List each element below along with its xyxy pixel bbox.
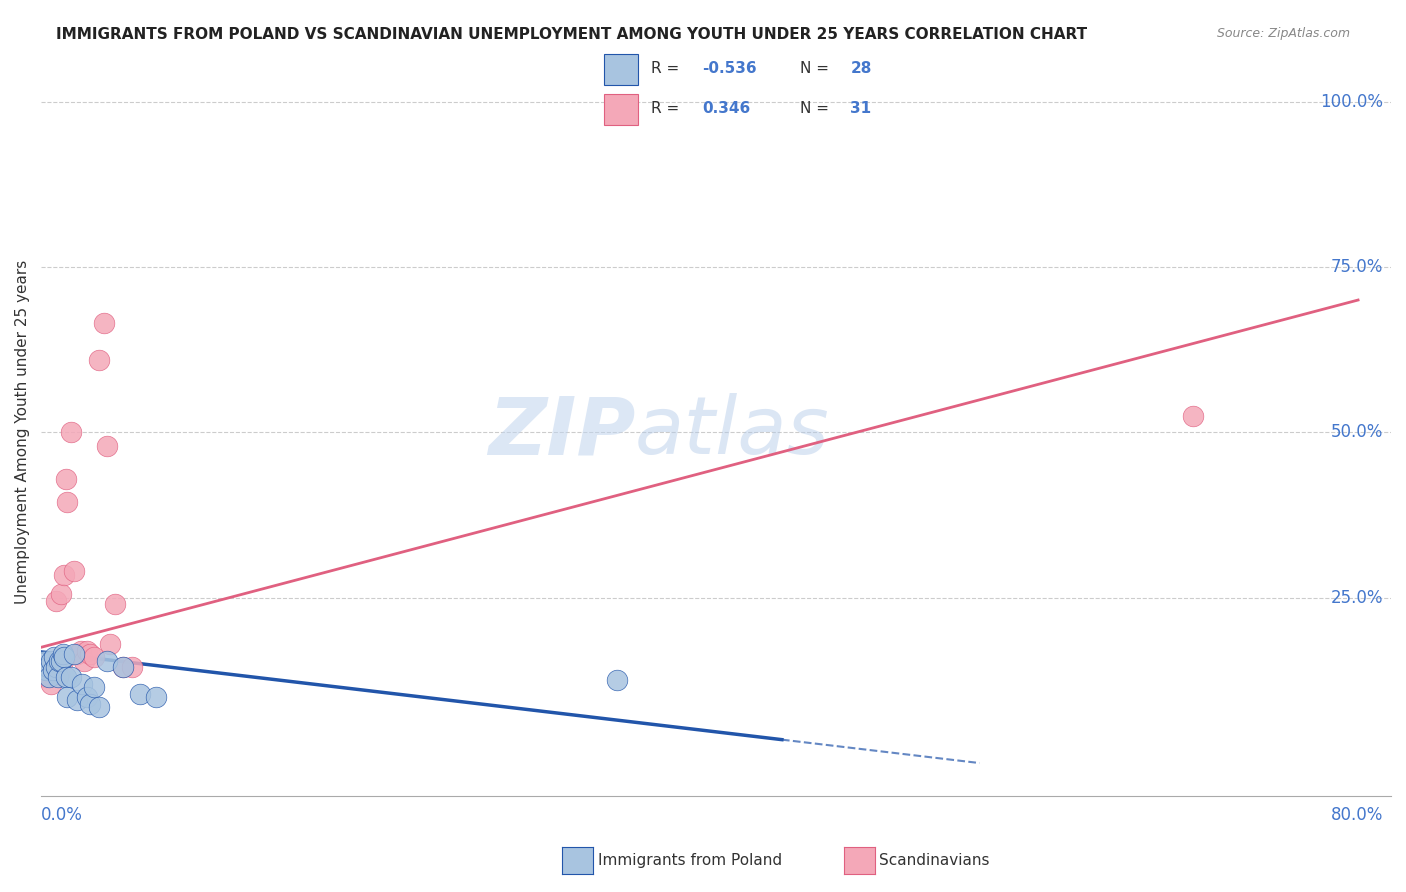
Point [48, 653, 70, 667]
Point [41, 664, 63, 678]
Text: IMMIGRANTS FROM POLAND VS SCANDINAVIAN UNEMPLOYMENT AMONG YOUTH UNDER 25 YEARS C: IMMIGRANTS FROM POLAND VS SCANDINAVIAN U… [56, 27, 1087, 42]
FancyBboxPatch shape [605, 94, 638, 125]
Text: 0.0%: 0.0% [41, 806, 83, 824]
Point [34, 653, 56, 667]
Text: R =: R = [651, 102, 689, 116]
Text: Source: ZipAtlas.com: Source: ZipAtlas.com [1216, 27, 1350, 40]
Point [93, 316, 115, 330]
Point [37, 660, 59, 674]
Text: 0.346: 0.346 [702, 102, 751, 116]
Point [87, 699, 110, 714]
Text: Scandinavians: Scandinavians [879, 854, 990, 868]
Text: atlas: atlas [636, 393, 830, 471]
Point [55, 472, 77, 486]
Point [79, 647, 101, 661]
Point [35, 664, 58, 678]
Point [41, 664, 63, 678]
Point [51, 647, 73, 661]
FancyBboxPatch shape [605, 54, 638, 85]
Text: Immigrants from Poland: Immigrants from Poland [598, 854, 782, 868]
Point [83, 680, 105, 694]
Point [72, 676, 94, 690]
Text: 80.0%: 80.0% [1330, 806, 1382, 824]
Text: 75.0%: 75.0% [1330, 258, 1382, 276]
Point [79, 697, 101, 711]
Text: -0.536: -0.536 [702, 62, 756, 76]
Point [53, 650, 76, 665]
Point [83, 650, 105, 665]
Point [46, 660, 69, 674]
Point [56, 495, 79, 509]
Text: N =: N = [800, 102, 834, 116]
Point [87, 352, 110, 367]
Point [63, 647, 86, 661]
Point [39, 653, 62, 667]
Point [44, 653, 66, 667]
Point [34, 664, 56, 678]
Point [48, 666, 70, 681]
Text: 31: 31 [851, 102, 872, 116]
Point [112, 660, 135, 674]
Point [45, 660, 67, 674]
Point [35, 670, 58, 684]
Point [56, 690, 79, 704]
Point [39, 676, 62, 690]
Point [49, 653, 72, 667]
Point [44, 650, 66, 665]
Point [66, 647, 89, 661]
Y-axis label: Unemployment Among Youth under 25 years: Unemployment Among Youth under 25 years [15, 260, 30, 605]
Point [53, 567, 76, 582]
Point [38, 670, 60, 684]
Point [55, 670, 77, 684]
Point [69, 643, 91, 657]
Point [59, 670, 82, 684]
Text: 50.0%: 50.0% [1330, 424, 1382, 442]
Point [104, 597, 127, 611]
Text: 28: 28 [851, 62, 872, 76]
Point [96, 653, 118, 667]
Text: R =: R = [651, 62, 685, 76]
Point [76, 690, 98, 704]
Point [38, 660, 60, 674]
Point [45, 594, 67, 608]
Point [51, 653, 73, 667]
Point [49, 587, 72, 601]
Point [37, 666, 59, 681]
Point [145, 690, 167, 704]
Text: 100.0%: 100.0% [1320, 93, 1382, 111]
Point [606, 673, 628, 688]
Point [121, 660, 143, 674]
Point [96, 438, 118, 452]
Point [112, 660, 135, 674]
Text: 25.0%: 25.0% [1330, 589, 1382, 607]
Point [98, 637, 121, 651]
Point [66, 693, 89, 707]
Point [73, 653, 96, 667]
Point [76, 643, 98, 657]
Text: N =: N = [800, 62, 834, 76]
Point [128, 687, 150, 701]
Point [46, 670, 69, 684]
Point [1182, 409, 1205, 423]
Point [63, 564, 86, 578]
Text: ZIP: ZIP [488, 393, 636, 471]
Point [59, 425, 82, 440]
